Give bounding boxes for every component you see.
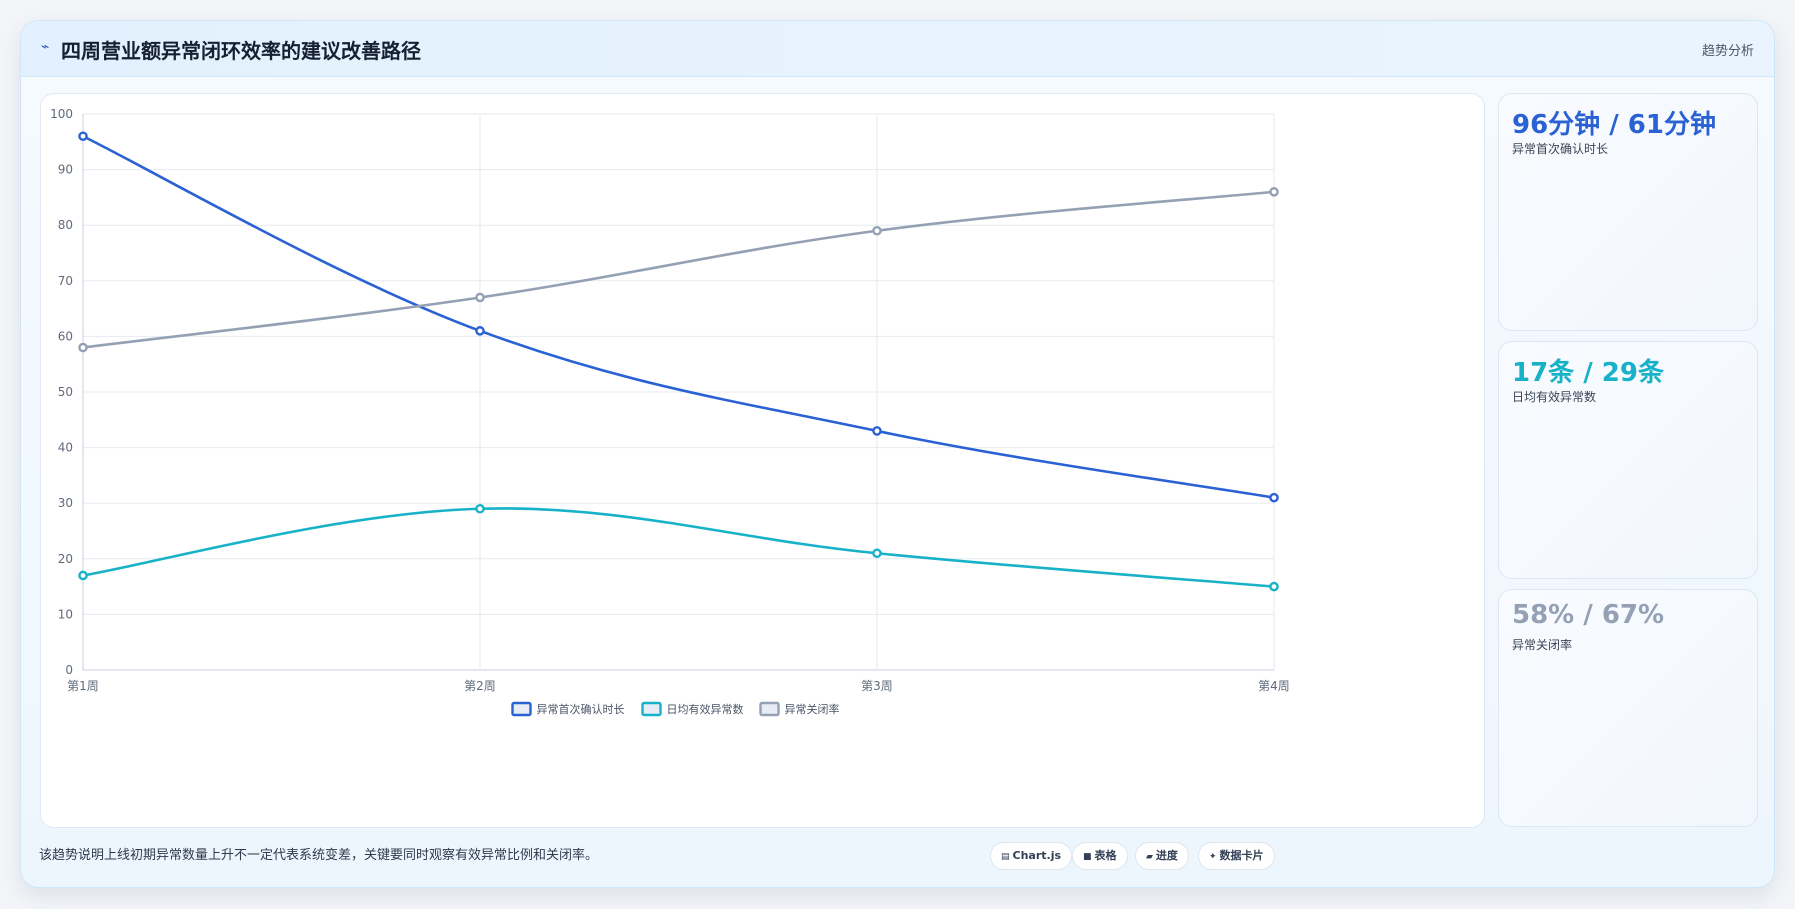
legend-label: 异常首次确认时长 xyxy=(537,702,625,716)
chip-data-card[interactable]: ✦ 数据卡片 xyxy=(1198,842,1275,870)
chip-label: 进度 xyxy=(1155,849,1178,862)
x-tick-label: 第4周 xyxy=(1258,679,1290,693)
line-chart: 0 10 20 30 40 50 60 70 80 90 100 第1周 第2周 第3周 第4周异常首次确认… xyxy=(50,107,1290,717)
footer-note: 该趋势说明上线初期异常数量上升不一定代表系统变差，关键要同时观察有效异常比例和关… xyxy=(39,848,599,863)
chart-icon: ▤ xyxy=(1001,852,1010,862)
data-point xyxy=(1269,581,1279,592)
x-tick-label: 第2周 xyxy=(464,679,496,693)
y-tick-label: 40 xyxy=(58,441,73,455)
data-point xyxy=(1269,492,1279,503)
data-point xyxy=(872,548,882,559)
y-tick-label: 0 xyxy=(65,663,73,677)
y-tick-label: 60 xyxy=(58,329,73,343)
legend-swatch xyxy=(641,701,662,717)
chip-table[interactable]: ■ 表格 xyxy=(1072,842,1128,870)
legend-label: 异常关闭率 xyxy=(785,702,840,716)
chip-label: 表格 xyxy=(1094,849,1117,862)
x-tick-label: 第3周 xyxy=(861,679,893,693)
x-tick-label: 第1周 xyxy=(67,679,99,693)
report-card: ⌁ 四周营业额异常闭环效率的建议改善路径 趋势分析 0 10 20 30 40 50 60 7… xyxy=(20,20,1775,888)
data-point xyxy=(78,131,88,142)
y-tick-label: 100 xyxy=(50,107,73,121)
sparkle-icon: ✦ xyxy=(1209,852,1217,862)
chip-label: 数据卡片 xyxy=(1219,849,1264,862)
table-icon: ■ xyxy=(1083,852,1092,862)
page-title: 四周营业额异常闭环效率的建议改善路径 xyxy=(61,39,421,63)
progress-icon: ▰ xyxy=(1146,852,1153,862)
y-tick-label: 90 xyxy=(58,163,73,177)
data-point xyxy=(872,225,882,236)
trend-line-icon: ⌁ xyxy=(41,39,50,55)
series-line xyxy=(82,135,1275,499)
data-point xyxy=(872,426,882,436)
stat-value: 17条 / 29条 xyxy=(1512,358,1664,388)
stat-card-daily-exceptions: 17条 / 29条 日均有效异常数 xyxy=(1498,341,1758,579)
chip-chartjs[interactable]: ▤ Chart.js xyxy=(990,842,1073,870)
data-point xyxy=(78,342,88,353)
stat-label: 异常首次确认时长 xyxy=(1512,142,1609,156)
data-point xyxy=(78,570,88,581)
stat-label: 异常关闭率 xyxy=(1512,638,1573,652)
chart-panel: 0 10 20 30 40 50 60 70 80 90 100 第1周 第2周 第3周 第4周异常首次确认… xyxy=(40,93,1485,828)
data-point xyxy=(1269,187,1279,197)
y-tick-label: 20 xyxy=(58,552,73,566)
stat-label: 日均有效异常数 xyxy=(1512,390,1597,404)
chip-label: Chart.js xyxy=(1012,849,1062,862)
stat-value: 58% / 67% xyxy=(1512,600,1665,630)
y-tick-label: 70 xyxy=(58,274,73,288)
data-point xyxy=(475,503,485,514)
data-point xyxy=(475,292,485,303)
y-tick-label: 30 xyxy=(58,496,73,510)
legend-swatch xyxy=(511,701,532,717)
analysis-type-tag: 趋势分析 xyxy=(1701,44,1754,59)
stat-card-close-rate: 58% / 67% 异常关闭率 xyxy=(1498,589,1758,827)
y-tick-label: 50 xyxy=(58,385,73,399)
chip-progress[interactable]: ▰ 进度 xyxy=(1135,842,1189,870)
y-tick-label: 80 xyxy=(58,218,73,232)
card-header: ⌁ 四周营业额异常闭环效率的建议改善路径 趋势分析 xyxy=(21,21,1774,77)
stat-card-confirm-duration: 96分钟 / 61分钟 异常首次确认时长 xyxy=(1498,93,1758,331)
stat-value: 96分钟 / 61分钟 xyxy=(1512,110,1716,140)
data-point xyxy=(475,326,485,336)
y-tick-label: 10 xyxy=(58,607,73,621)
series-line xyxy=(82,507,1275,588)
legend-label: 日均有效异常数 xyxy=(667,702,744,716)
series-line xyxy=(82,190,1275,349)
legend-swatch xyxy=(759,701,780,717)
